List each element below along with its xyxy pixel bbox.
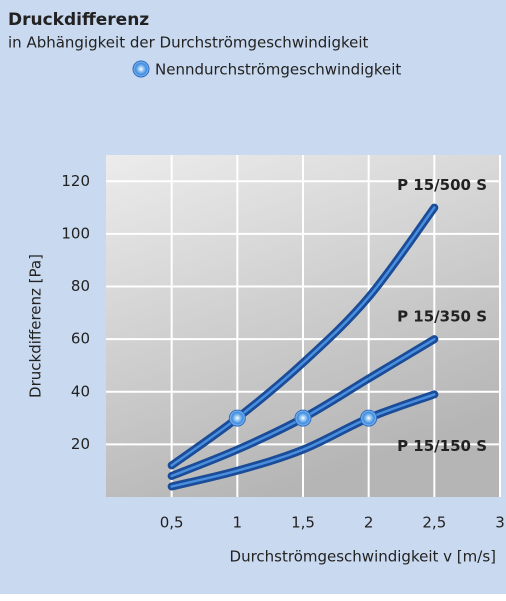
chart-subtitle: in Abhängigkeit der Durchströmgeschwindi… (8, 34, 369, 52)
y-tick-label: 100 (61, 224, 90, 242)
series-label: P 15/350 S (397, 308, 487, 326)
x-tick-label: 2,5 (422, 514, 446, 532)
y-tick-label: 80 (71, 277, 90, 295)
x-tick-label: 3 (495, 514, 505, 532)
nominal-marker (360, 409, 378, 427)
y-tick-label: 120 (61, 172, 90, 190)
series-line-highlight (170, 206, 436, 467)
x-tick-label: 1 (233, 514, 243, 532)
y-tick-label: 20 (71, 435, 90, 453)
chart-title: Druckdifferenz (8, 10, 149, 30)
x-tick-label: 2 (364, 514, 374, 532)
nominal-marker (294, 409, 312, 427)
x-tick-label: 0,5 (160, 514, 184, 532)
x-tick-label: 1,5 (291, 514, 315, 532)
series-line-highlight (170, 393, 436, 488)
nominal-marker (228, 409, 246, 427)
x-axis-label: Durchströmgeschwindigkeit v [m/s] (230, 548, 496, 566)
y-axis-label: Druckdifferenz [Pa] (27, 254, 45, 398)
legend-label: Nenndurchströmgeschwindigkeit (155, 61, 401, 79)
series-label: P 15/150 S (397, 437, 487, 455)
y-tick-label: 40 (71, 382, 90, 400)
y-tick-label: 60 (71, 330, 90, 348)
series-label: P 15/500 S (397, 176, 487, 194)
legend-marker (132, 60, 150, 78)
